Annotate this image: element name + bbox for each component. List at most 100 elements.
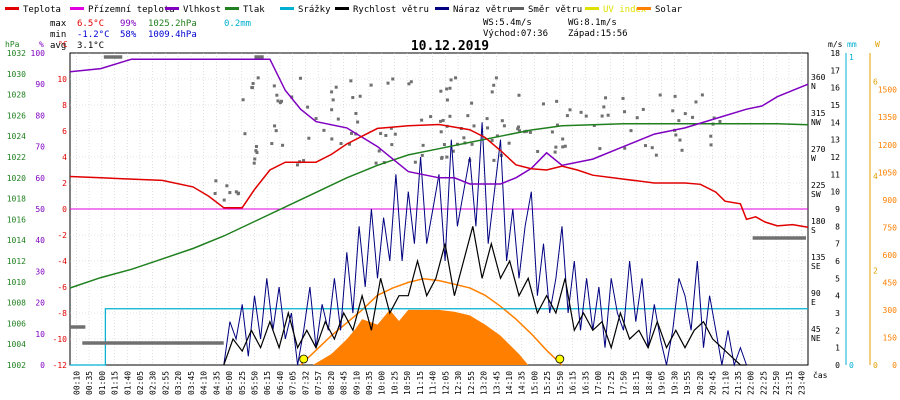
wind-direction-point xyxy=(389,126,393,130)
solar-tick-label: 450 xyxy=(883,278,898,287)
wind-tick-label: 17 xyxy=(830,66,840,75)
wind-direction-point xyxy=(377,149,381,153)
wind-direction-point xyxy=(516,127,520,131)
wind-tick-label: 18 xyxy=(830,49,840,58)
wind-direction-point xyxy=(307,136,311,140)
wind-direction-point xyxy=(379,132,383,136)
time-tick-label: 17:50 xyxy=(620,371,629,395)
stat-min-temp: -1.2°C xyxy=(77,30,110,40)
time-tick-label: 10:00 xyxy=(378,371,387,395)
legend-swatch-temp xyxy=(5,7,19,10)
stat-max-hum: 99% xyxy=(120,19,137,29)
wind-tick-label: 13 xyxy=(830,136,840,145)
time-tick-label: 19:55 xyxy=(683,371,692,395)
wind-direction-point xyxy=(440,155,444,159)
humidity-line xyxy=(69,58,809,185)
wind-direction-point xyxy=(254,149,258,153)
temperature-tick-label: 4 xyxy=(62,153,67,162)
wind-direction-point xyxy=(680,148,684,152)
time-tick-label: 10:50 xyxy=(403,371,412,395)
wind-direction-point xyxy=(275,93,279,97)
humidity-tick-label: 90 xyxy=(35,80,45,89)
stat-min-press: 1009.4hPa xyxy=(148,30,197,40)
pressure-tick-label: 1026 xyxy=(7,111,26,120)
uv-tick-label: 4 xyxy=(873,172,878,181)
solar-tick-label: 600 xyxy=(883,251,898,260)
time-tick-label: 21:10 xyxy=(721,371,730,395)
wind-direction-point xyxy=(429,115,433,119)
uv-tick-label: 2 xyxy=(873,266,878,275)
unit-rain: mm xyxy=(847,40,857,49)
pressure-tick-label: 1018 xyxy=(7,195,26,204)
wind-direction-point xyxy=(490,138,494,142)
legend-swatch-solar xyxy=(637,7,651,10)
wind-direction-point xyxy=(225,184,229,188)
wind-direction-point xyxy=(439,119,443,123)
wind-direction-point xyxy=(629,129,633,133)
stat-avg-label: avg xyxy=(50,41,66,51)
wind-direction-point xyxy=(517,125,521,129)
time-tick-label: 18:15 xyxy=(632,371,641,395)
wind-direction-point xyxy=(236,192,240,196)
wind-direction-point xyxy=(445,98,449,102)
wind-direction-point xyxy=(502,124,506,128)
time-tick-label: 07:32 xyxy=(301,371,310,395)
wind-direction-point xyxy=(214,179,218,183)
time-tick-label: 23:15 xyxy=(785,371,794,395)
wind-direction-point xyxy=(350,131,354,135)
wind-direction-point xyxy=(330,90,334,94)
wind-direction-point xyxy=(336,117,340,121)
wind-direction-point xyxy=(536,149,540,153)
wind-direction-point xyxy=(500,119,504,123)
wind-direction-point xyxy=(635,116,639,120)
wind-direction-point xyxy=(322,128,326,132)
direction-tick-label: 315 xyxy=(811,109,826,118)
wind-direction-point xyxy=(213,191,217,195)
wind-direction-point xyxy=(386,81,390,85)
time-tick-label: 15:50 xyxy=(556,371,565,395)
sunset: Západ:15:56 xyxy=(568,29,628,39)
uv-tick-label: 6 xyxy=(873,77,878,86)
wind-direction-point xyxy=(579,110,583,114)
wind-direction-point xyxy=(561,137,565,141)
legend-swatch-press xyxy=(225,7,239,10)
wind-direction-point xyxy=(454,76,458,80)
humidity-tick-label: 50 xyxy=(35,205,45,214)
time-tick-label: 12:30 xyxy=(454,371,463,395)
rain-line xyxy=(70,308,808,366)
solar-line xyxy=(300,277,563,366)
wind-wg: WG:8.1m/s xyxy=(568,18,617,28)
wind-direction-point xyxy=(550,130,554,134)
wind-direction-point xyxy=(470,101,474,105)
wind-direction-point xyxy=(270,142,274,146)
legend: Teplota Přízemní teplota Vlhkost Tlak Srážky… xyxy=(5,5,683,15)
legend-label-solar: Solar xyxy=(655,5,683,15)
unit-uv: W xyxy=(875,40,880,49)
temperature-tick-label: -2 xyxy=(57,231,67,240)
wind-direction-point xyxy=(228,191,232,195)
legend-swatch-wdir xyxy=(510,7,524,10)
pressure-tick-label: 1004 xyxy=(7,340,26,349)
wind-direction-point xyxy=(442,143,446,147)
temperature-tick-label: 10 xyxy=(57,75,67,84)
direction-compass-label: N xyxy=(811,82,816,91)
wind-direction-point xyxy=(470,142,474,146)
wind-ws: WS:5.4m/s xyxy=(483,18,532,28)
wind-direction-point xyxy=(554,145,558,149)
time-tick-label: 19:05 xyxy=(658,371,667,395)
time-tick-label: 20:20 xyxy=(696,371,705,395)
time-tick-label: 08:20 xyxy=(327,371,336,395)
wind-direction-point xyxy=(413,160,417,164)
humidity-tick-label: 100 xyxy=(31,49,46,58)
pressure-tick-label: 1022 xyxy=(7,153,26,162)
time-tick-label: 12:05 xyxy=(441,371,450,395)
wind-direction-point xyxy=(409,80,413,84)
time-tick-label: 04:35 xyxy=(212,371,221,395)
legend-label-dew: Přízemní teplota xyxy=(88,5,175,15)
wind-direction-point xyxy=(349,79,353,83)
wind-direction-point xyxy=(712,116,716,120)
temperature-tick-label: -4 xyxy=(57,257,67,266)
legend-swatch-hum xyxy=(165,7,179,10)
direction-compass-label: NW xyxy=(811,118,821,127)
